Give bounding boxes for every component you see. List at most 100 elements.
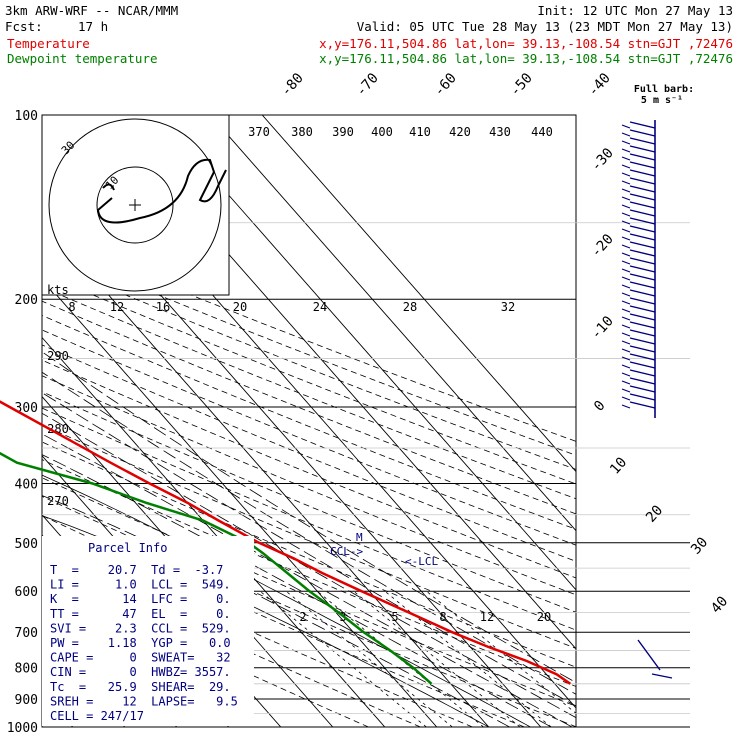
parcel-info-line: TT = 47 EL = 0. [50,607,231,621]
theta-label: 410 [409,125,431,139]
dewpoint-legend-info: x,y=176.11,504.86 lat,lon= 39.13,-108.54… [319,51,733,66]
wind-barbs [621,120,673,679]
isotherm [42,336,386,727]
init-time: Init: 12 UTC Mon 27 May 13 [537,3,733,18]
parcel-info-line: LI = 1.0 LCL = 549. [50,578,231,592]
wind-barb-flag [621,252,631,257]
wind-barb-flag [621,196,631,201]
pressure-label-400: 400 [15,477,38,492]
wind-barb [629,321,656,329]
temp-axis-label: -50 [507,70,536,100]
lcl-marker: <-LCL [405,555,438,568]
theta-label: 420 [449,125,471,139]
parcel-info-line: Tc = 25.9 SHEAR= 29. [50,680,231,694]
wind-barb [629,249,656,257]
temp-axis-label: 30 [688,534,711,557]
model-title: 3km ARW-WRF -- NCAR/MMM [5,3,178,18]
temperature-legend-info: x,y=176.11,504.86 lat,lon= 39.13,-108.54… [319,36,733,51]
parcel-info-title: Parcel Info [88,541,167,555]
wind-barb [629,241,656,249]
theta-label-left: 280 [47,422,69,436]
barb-legend-unit: 5 m s⁻¹ [641,95,683,106]
pressure-label-600: 600 [15,585,38,600]
wind-barb [629,329,656,337]
wind-barb-flag [621,292,631,297]
wind-barb [629,209,656,217]
pressure-label-800: 800 [15,662,38,677]
wind-barb [629,273,656,281]
wind-barb-flag [621,148,631,153]
dewpoint-legend-name: Dewpoint temperature [7,51,158,66]
wind-barb [629,129,656,137]
parcel-info-line: T = 20.7 Td = -3.7 [50,563,223,577]
wind-barb [629,257,656,265]
pressure-label-300: 300 [15,401,38,416]
moist-adiabat [42,433,573,727]
wind-barb-flag [621,228,631,233]
wind-barb [629,337,656,345]
pressure-label-500: 500 [15,537,38,552]
parcel-info-panel: Parcel Info T = 20.7 Td = -3.7LI = 1.0 L… [42,536,254,726]
wind-barb [629,313,656,321]
wind-barb [629,265,656,273]
valid-time: Valid: 05 UTC Tue 28 May 13 (23 MDT Mon … [357,19,733,34]
mixing-ratio-label: 20 [537,610,551,624]
mixing-ratio-label: 5 [391,610,398,624]
wind-barb [629,369,656,377]
temperature-legend-name: Temperature [7,36,90,51]
wind-barb-low [637,639,661,671]
parcel-info-line: K = 14 LFC = 0. [50,592,231,606]
forecast-hour: 17 h [78,19,108,34]
mixing-ratio-line [353,590,521,727]
temp-axis-label: -70 [353,70,382,100]
theta-label: 380 [291,125,313,139]
wind-barb [629,361,656,369]
wind-barb [629,233,656,241]
pressure-label-700: 700 [15,626,38,641]
wind-barb-flag [621,172,631,177]
pressure-label-200: 200 [15,293,38,308]
wind-barb-flag [621,268,631,273]
wind-barb [629,297,656,305]
wind-barb-flag [621,188,631,193]
wind-barb [629,169,656,177]
wind-barb-flag [621,300,631,305]
hodograph-speed-label: 12 [110,300,124,314]
hodograph-speed-label: 16 [156,300,170,314]
parcel-info-line: CAPE = 0 SWEAT= 32 [50,651,231,665]
wind-barb-flag [621,212,631,217]
theta-label-left: 270 [47,494,69,508]
wind-barb [629,377,656,385]
isotherm [42,277,438,727]
moist-adiabat [42,454,552,727]
wind-barb [629,289,656,297]
wind-barb [629,153,656,161]
theta-label: 440 [531,125,553,139]
mixing-ratio-label: 8 [439,610,446,624]
wind-barb-flag [621,388,631,393]
temp-axis-label: -20 [588,231,617,261]
wind-barb [629,145,656,153]
mixing-ratio-label: 12 [480,610,494,624]
wind-barb-flag [621,124,631,129]
temp-axis-label: -10 [588,313,617,343]
temp-axis-label: -40 [585,70,614,100]
mixing-ratio-line [384,590,552,727]
wind-barb [629,217,656,225]
wind-barb [629,353,656,361]
hodograph-ring-inner [96,166,174,244]
pressure-label-1000: 1000 [7,721,38,736]
wind-barb-flag [621,324,631,329]
dewpoint-profile-line [0,451,433,685]
forecast-label: Fcst: [5,19,43,34]
wind-barb [629,305,656,313]
moist-adiabat [42,495,510,727]
theta-label: 390 [332,125,354,139]
wind-barb-flag [621,332,631,337]
wind-barb [629,345,656,353]
theta-label: 400 [371,125,393,139]
mixing-ratio-label: 2 [299,610,306,624]
hodograph-speed-label: 8 [68,300,75,314]
theta-label: 370 [248,125,270,139]
